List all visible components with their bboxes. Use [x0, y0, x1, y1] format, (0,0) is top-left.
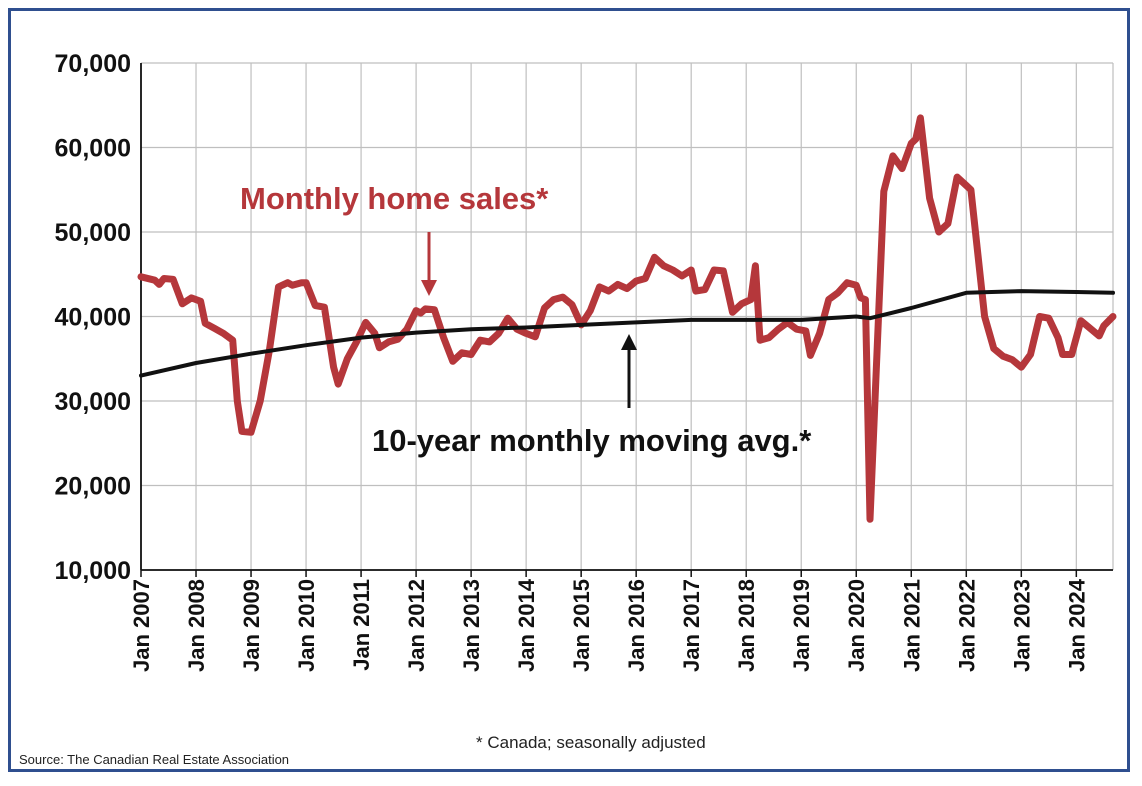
y-tick-label: 50,000: [55, 219, 131, 247]
x-tick-label: Jan 2023: [1009, 579, 1034, 672]
axes: 70,000 60,000 50,000 40,000 30,000 20,000 10,0…: [55, 50, 1113, 672]
x-tick-label: Jan 2021: [899, 579, 924, 672]
y-tick-label: 20,000: [55, 473, 131, 501]
monthly-sales-annotation: Monthly home sales*: [240, 181, 549, 216]
moving-average-annotation: 10-year monthly moving avg.*: [372, 423, 812, 458]
monthly-sales-arrow: [421, 232, 437, 296]
x-tick-label: Jan 2014: [514, 578, 539, 672]
moving-average-line: [139, 289, 1115, 378]
x-tick-label: Jan 2007: [129, 579, 154, 672]
x-tick-label: Jan 2024: [1064, 578, 1089, 672]
x-tick-label: Jan 2011: [349, 579, 374, 671]
y-tick-label: 10,000: [55, 557, 131, 585]
x-tick-label: Jan 2020: [844, 579, 869, 672]
gridlines: [140, 62, 1114, 571]
x-tick-label: Jan 2015: [569, 579, 594, 672]
footnote: * Canada; seasonally adjusted: [476, 733, 706, 752]
source-note: Source: The Canadian Real Estate Associa…: [19, 752, 290, 767]
annotations: Monthly home sales* 10-year monthly movi…: [240, 181, 812, 458]
x-tick-label: Jan 2017: [679, 579, 704, 672]
x-tick-label: Jan 2008: [184, 579, 209, 672]
x-tick-label: Jan 2013: [459, 579, 484, 672]
chart-frame: [8, 8, 1130, 772]
moving-average-arrow: [621, 334, 637, 408]
monthly-sales-line: [137, 114, 1117, 523]
x-tick-label: Jan 2018: [734, 579, 759, 672]
y-tick-label: 30,000: [55, 388, 131, 416]
x-tick-label: Jan 2010: [294, 579, 319, 672]
series-lines: [137, 114, 1117, 523]
x-tick-label: Jan 2022: [954, 579, 979, 672]
y-tick-label: 70,000: [55, 50, 131, 78]
x-tick-label: Jan 2009: [239, 579, 264, 672]
y-tick-label: 40,000: [55, 304, 131, 332]
x-tick-label: Jan 2019: [789, 579, 814, 672]
x-tick-label: Jan 2012: [404, 579, 429, 672]
x-tick-label: Jan 2016: [624, 579, 649, 672]
y-tick-label: 60,000: [55, 135, 131, 163]
